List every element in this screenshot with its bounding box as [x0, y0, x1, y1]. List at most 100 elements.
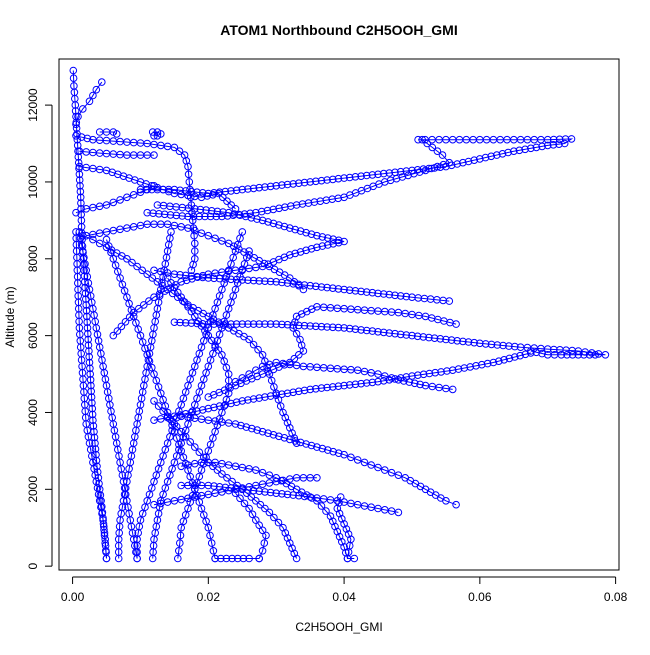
data-point: [136, 185, 145, 194]
data-point: [454, 365, 463, 373]
data-point: [357, 172, 365, 180]
data-point: [227, 399, 235, 408]
data-point: [198, 273, 207, 282]
data-point: [261, 357, 269, 366]
series-line: [75, 135, 196, 271]
data-point: [247, 214, 256, 222]
data-point: [290, 278, 299, 286]
x-axis-label: C2H5OOH_GMI: [295, 620, 382, 634]
data-point: [334, 174, 343, 183]
data-point: [213, 298, 222, 307]
data-point: [272, 358, 281, 367]
data-point: [191, 205, 199, 213]
data-point: [170, 318, 179, 327]
data-point: [483, 359, 492, 368]
data-point: [220, 402, 228, 410]
data-point: [163, 439, 172, 448]
data-point: [83, 134, 92, 143]
data-point: [168, 289, 177, 298]
data-point: [563, 351, 571, 359]
data-point: [200, 511, 208, 519]
data-point: [213, 466, 222, 474]
data-point: [419, 333, 428, 341]
data-point: [255, 320, 264, 328]
data-point: [211, 234, 219, 243]
data-point: [69, 74, 78, 82]
data-point: [138, 338, 147, 346]
data-point: [236, 494, 244, 503]
data-point: [521, 350, 530, 359]
data-point: [421, 381, 430, 390]
data-point: [269, 219, 278, 228]
data-point: [211, 554, 219, 563]
data-point: [196, 205, 205, 214]
data-point: [437, 368, 445, 376]
data-point: [113, 327, 122, 335]
data-point: [255, 183, 264, 192]
data-point: [279, 408, 287, 417]
series-line: [153, 269, 450, 302]
data-point: [274, 518, 283, 527]
data-point: [224, 208, 233, 217]
data-point: [258, 547, 267, 555]
data-point: [299, 285, 308, 294]
data-point: [385, 329, 394, 337]
data-point: [289, 388, 298, 397]
data-point: [334, 194, 343, 203]
data-point: [209, 311, 217, 319]
data-point: [328, 195, 337, 203]
data-point: [211, 343, 219, 352]
data-point: [125, 313, 134, 322]
data-point: [168, 426, 176, 435]
series-line: [181, 415, 457, 506]
data-point: [476, 155, 484, 163]
data-point: [204, 523, 213, 532]
data-point: [257, 207, 266, 216]
data-point: [299, 347, 308, 355]
data-point: [179, 433, 188, 441]
data-point: [561, 135, 570, 143]
data-point: [148, 128, 157, 136]
data-point: [72, 208, 80, 217]
data-point: [310, 198, 319, 206]
data-point: [184, 170, 193, 179]
data-point: [279, 523, 287, 532]
data-point: [215, 483, 224, 491]
data-point: [207, 207, 216, 215]
data-point: [88, 399, 96, 407]
data-point: [175, 445, 183, 454]
data-point: [334, 236, 343, 245]
data-point: [222, 395, 231, 404]
data-point: [317, 322, 326, 331]
data-point: [193, 479, 201, 487]
data-point: [112, 130, 121, 138]
data-point: [89, 235, 97, 244]
data-point: [379, 290, 388, 298]
data-point: [238, 266, 247, 275]
data-point: [453, 160, 462, 168]
data-point: [500, 356, 508, 364]
data-point: [215, 188, 224, 196]
data-point: [153, 185, 162, 194]
data-point: [367, 461, 376, 469]
data-point: [187, 272, 196, 280]
data-point: [170, 185, 179, 194]
data-point: [516, 343, 525, 352]
data-point: [166, 471, 174, 480]
data-point: [123, 193, 131, 202]
chart-title: ATOM1 Northbound C2H5OOH_GMI: [220, 22, 457, 38]
data-point: [150, 293, 158, 302]
data-point: [275, 221, 283, 229]
data-point: [340, 450, 348, 459]
data-point: [159, 452, 167, 460]
data-point: [223, 474, 231, 482]
data-point: [289, 180, 298, 188]
y-tick-label: 4000: [26, 399, 40, 426]
data-point: [87, 393, 96, 401]
data-point: [152, 376, 161, 385]
data-point: [272, 182, 281, 190]
data-point: [179, 297, 187, 305]
data-point: [385, 169, 394, 177]
data-point: [175, 547, 183, 555]
data-point: [206, 531, 214, 540]
